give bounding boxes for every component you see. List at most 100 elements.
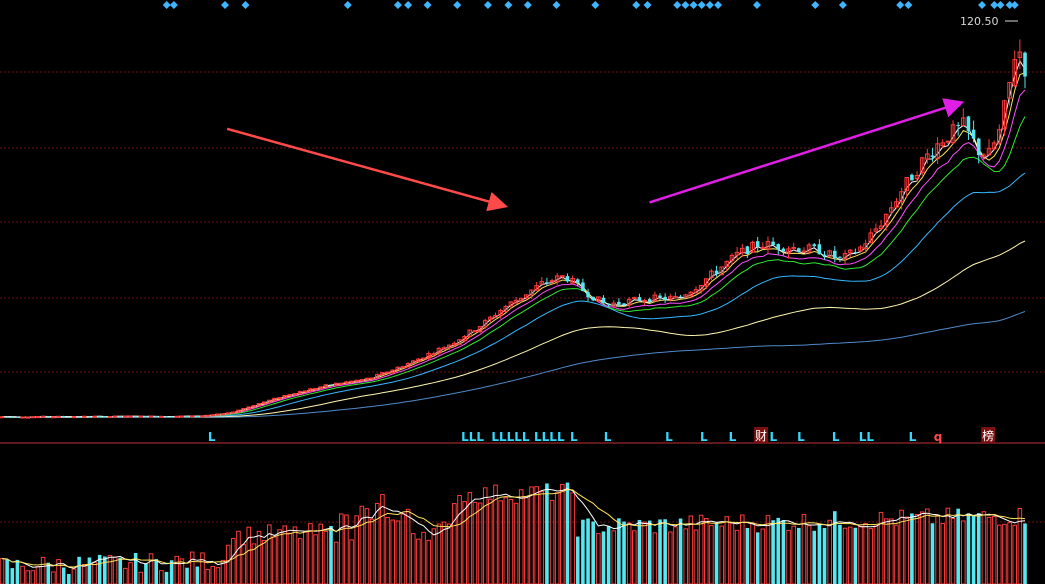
volume-bar [10, 568, 15, 584]
candle-body [405, 363, 411, 368]
volume-bar [750, 522, 755, 584]
candle-body [858, 246, 863, 252]
candle-body [25, 416, 30, 419]
volume-bar [344, 514, 349, 584]
candle-body [30, 416, 36, 419]
volume-bar [554, 492, 560, 584]
candle-body [452, 342, 457, 346]
volume-bar [729, 522, 735, 584]
volume-bar [827, 519, 832, 584]
volume-bar [493, 484, 498, 584]
volume-bar [303, 531, 308, 584]
volume-bar [380, 494, 385, 584]
candle-body [189, 415, 195, 418]
volume-bar [981, 511, 987, 584]
volume-bar [838, 524, 842, 584]
event-diamond-icon [705, 1, 714, 9]
candle-body [683, 294, 689, 298]
volume-bar [956, 508, 960, 584]
volume-bar [210, 565, 216, 584]
volume-bar [92, 561, 97, 584]
volume-bar [919, 511, 925, 584]
candle-body [51, 416, 56, 419]
volume-bar [724, 516, 730, 584]
volume-bar [416, 538, 421, 584]
candle-body [77, 416, 81, 418]
trend-arrow [226, 127, 509, 212]
volume-bar [755, 532, 760, 584]
volume-bar [945, 507, 951, 584]
volume-bar [15, 559, 20, 584]
volume-bar [477, 502, 483, 584]
volume-bar [529, 486, 534, 584]
candle-body [261, 401, 267, 404]
candle-body [940, 142, 946, 147]
volume-bar [313, 534, 318, 584]
candle-body [231, 411, 236, 414]
volume-bar [103, 556, 107, 584]
candle-body [107, 416, 113, 419]
candle-body [930, 155, 935, 157]
candle-body [467, 329, 473, 337]
candle-body [904, 177, 910, 191]
event-diamond-icon [241, 1, 250, 9]
candle-body [0, 416, 5, 419]
candle-body [622, 303, 626, 306]
candle-body [154, 416, 159, 418]
volume-bar [797, 527, 801, 584]
volume-bar [329, 525, 333, 584]
event-diamond-icon [689, 1, 698, 9]
volume-bar [488, 498, 493, 584]
event-diamond-icon [504, 1, 513, 9]
volume-bar [231, 538, 236, 584]
volume-bar [405, 508, 411, 584]
candle-body [806, 244, 812, 253]
event-diamond-icon [404, 1, 413, 9]
volume-bar [524, 497, 529, 584]
volume-bar [164, 571, 169, 584]
candle-body [71, 416, 77, 419]
volume-bar [431, 528, 437, 584]
volume-bar [642, 521, 647, 584]
volume-bar [457, 495, 462, 584]
volume-bar [349, 539, 354, 584]
badge-background [754, 427, 769, 443]
volume-bar [997, 524, 1002, 584]
event-diamond-icon [483, 1, 492, 9]
marker-label: L [909, 430, 917, 444]
event-diamond-icon [752, 1, 761, 9]
volume-bar [144, 563, 148, 584]
marker-label: L [832, 430, 840, 444]
volume-bar [1023, 523, 1027, 584]
candle-body [179, 415, 185, 418]
volume-bar [658, 519, 662, 584]
candle-body [611, 302, 617, 307]
volume-bar [878, 511, 884, 584]
candle-body [883, 213, 889, 226]
volume-bar [734, 529, 740, 584]
volume-bar [1002, 523, 1007, 584]
candle-body [842, 252, 848, 260]
volume-bar [256, 530, 262, 584]
badge-label: 财 [755, 429, 767, 443]
marker-label: q [934, 430, 943, 444]
candle-body [426, 353, 431, 359]
volume-bar [446, 523, 452, 584]
candle-body [390, 369, 395, 374]
candle-body [873, 228, 879, 232]
volume-bar [246, 526, 252, 584]
volume-bar [97, 554, 102, 584]
volume-bar [277, 529, 282, 584]
volume-bar [889, 518, 894, 584]
candle-body [729, 254, 735, 262]
volume-bar [215, 567, 221, 584]
candle-body [586, 292, 590, 298]
volume-bar [863, 523, 868, 584]
candle-body [776, 244, 781, 250]
candle-body [287, 393, 293, 396]
volume-bar [575, 536, 580, 584]
candle-body [950, 124, 956, 144]
marker-label: LLL [461, 430, 484, 444]
volume-bar [400, 513, 406, 584]
